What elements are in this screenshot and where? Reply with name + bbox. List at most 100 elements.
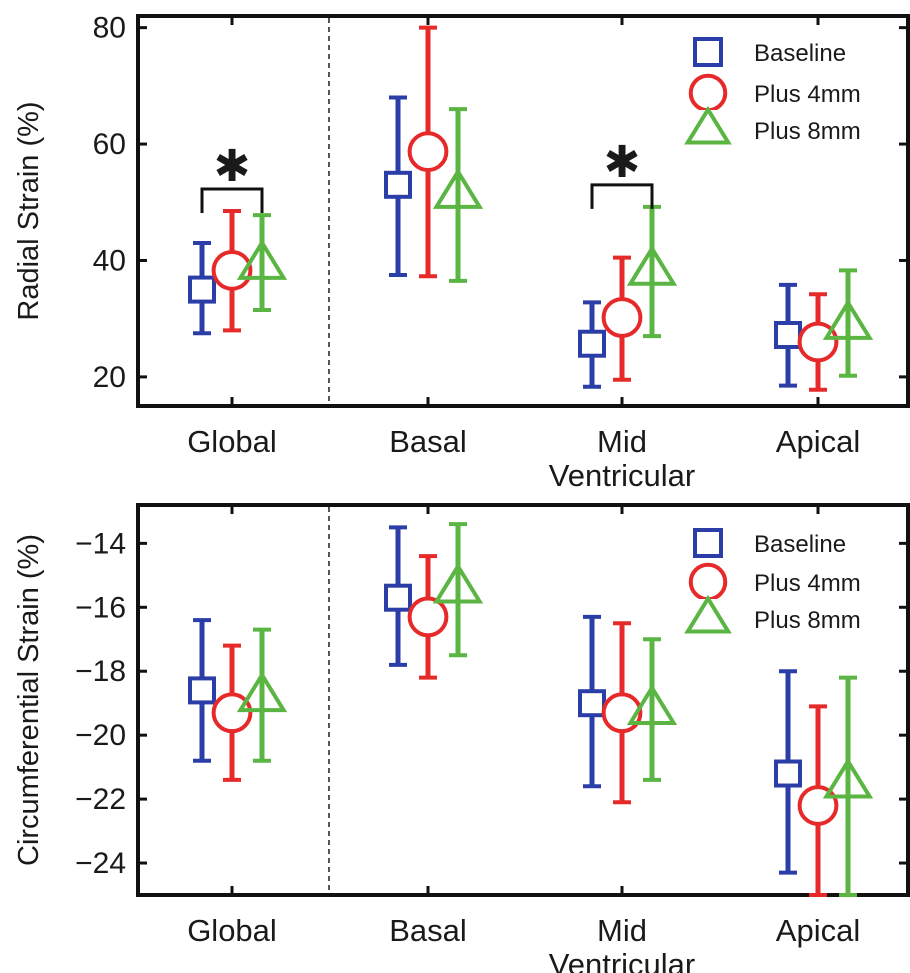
y-tick-label: −18 bbox=[75, 655, 126, 688]
mean-marker bbox=[236, 238, 288, 280]
mean-marker-group bbox=[822, 757, 874, 799]
plot-frame bbox=[136, 14, 910, 408]
mean-marker-group bbox=[626, 244, 678, 286]
marker-fill bbox=[776, 322, 800, 347]
marker-fill bbox=[603, 299, 641, 336]
y-tick-label: 60 bbox=[93, 128, 126, 161]
series-plus-4mm bbox=[211, 25, 839, 392]
mean-marker bbox=[601, 297, 643, 338]
mean-marker-group bbox=[432, 167, 484, 209]
mean-marker-group bbox=[626, 683, 678, 725]
y-tick-label: 20 bbox=[93, 361, 126, 394]
plot-frame bbox=[136, 503, 910, 897]
series-plus-4mm bbox=[211, 554, 839, 897]
mean-marker-group bbox=[407, 131, 449, 173]
legend-label: Plus 4mm bbox=[754, 570, 861, 597]
chart-panel-2: −24 −22 −20 −18 −16 −14 Global Basal MidVentricu… bbox=[13, 503, 910, 973]
x-category-label: Apical bbox=[776, 424, 860, 459]
legend-label: Baseline bbox=[754, 531, 846, 558]
marker-fill bbox=[190, 277, 214, 302]
x-category-label: Mid bbox=[597, 424, 647, 459]
mean-marker bbox=[626, 244, 678, 286]
mean-marker bbox=[432, 167, 484, 209]
marker-fill bbox=[386, 585, 410, 610]
mean-marker bbox=[774, 759, 802, 788]
series-baseline bbox=[188, 95, 802, 389]
mean-marker bbox=[407, 596, 449, 638]
mean-marker-group bbox=[407, 596, 449, 638]
mean-marker-group bbox=[774, 320, 802, 349]
x-category-label: Ventricular bbox=[549, 947, 695, 973]
marker-fill bbox=[580, 331, 604, 356]
mean-marker-group bbox=[578, 329, 606, 358]
legend-marker bbox=[693, 528, 723, 558]
mean-marker bbox=[236, 671, 288, 713]
y-axis-label: Circumferential Strain (%) bbox=[13, 534, 45, 866]
mean-marker bbox=[626, 683, 678, 725]
marker-fill bbox=[776, 761, 800, 786]
mean-marker bbox=[211, 692, 253, 734]
marker-fill bbox=[409, 598, 447, 636]
x-category-label: Apical bbox=[776, 913, 860, 948]
mean-marker-group bbox=[384, 170, 412, 199]
legend-label: Plus 8mm bbox=[754, 607, 861, 634]
x-category-label: Mid bbox=[597, 913, 647, 948]
series-baseline bbox=[188, 525, 802, 875]
marker-fill bbox=[580, 691, 604, 716]
marker-fill bbox=[386, 172, 410, 197]
mean-marker-group bbox=[774, 759, 802, 788]
marker-fill bbox=[409, 133, 447, 171]
mean-marker bbox=[822, 298, 874, 340]
significance-star: ✱ bbox=[604, 138, 641, 187]
marker-fill bbox=[213, 694, 251, 732]
mean-marker-group bbox=[432, 562, 484, 604]
mean-marker-group bbox=[384, 583, 412, 612]
mean-marker bbox=[797, 785, 839, 826]
legend-label: Plus 8mm bbox=[754, 118, 861, 145]
y-tick-label: −24 bbox=[75, 847, 126, 880]
mean-marker-group bbox=[578, 689, 606, 718]
legend: Baseline Plus 4mm Plus 8mm bbox=[684, 523, 861, 639]
y-tick-label: 80 bbox=[93, 12, 126, 45]
y-tick-label: −20 bbox=[75, 719, 126, 752]
mean-marker bbox=[188, 275, 216, 304]
mean-marker-group bbox=[188, 676, 216, 705]
mean-marker bbox=[211, 249, 253, 291]
significance-bracket bbox=[200, 187, 264, 213]
x-category-label: Ventricular bbox=[549, 458, 695, 493]
legend-marker bbox=[684, 105, 732, 145]
mean-marker bbox=[822, 757, 874, 799]
x-category-label: Global bbox=[187, 424, 277, 459]
mean-marker-group bbox=[211, 692, 253, 734]
mean-marker bbox=[384, 170, 412, 199]
mean-marker-group bbox=[188, 275, 216, 304]
legend-marker bbox=[684, 594, 732, 634]
mean-marker bbox=[384, 583, 412, 612]
y-tick-label: −16 bbox=[75, 591, 126, 624]
marker-fill bbox=[190, 678, 214, 703]
mean-marker-group bbox=[822, 298, 874, 340]
x-category-label: Global bbox=[187, 913, 277, 948]
mean-marker-group bbox=[236, 238, 288, 280]
legend: Baseline Plus 4mm Plus 8mm bbox=[684, 32, 861, 150]
significance-bracket bbox=[590, 183, 654, 209]
legend-label: Plus 4mm bbox=[754, 81, 861, 108]
mean-marker bbox=[601, 692, 643, 734]
y-axis-label: Radial Strain (%) bbox=[13, 101, 45, 320]
legend-label: Baseline bbox=[754, 40, 846, 67]
series-plus-8mm bbox=[236, 522, 874, 897]
mean-marker-group bbox=[236, 671, 288, 713]
mean-marker-group bbox=[601, 297, 643, 338]
y-tick-label: 40 bbox=[93, 244, 126, 277]
mean-marker bbox=[432, 562, 484, 604]
significance-star: ✱ bbox=[214, 142, 251, 191]
series-plus-8mm bbox=[236, 107, 874, 378]
mean-marker bbox=[797, 321, 839, 363]
y-tick-label: −14 bbox=[75, 527, 126, 560]
x-category-label: Basal bbox=[389, 424, 467, 459]
legend-marker bbox=[693, 37, 723, 67]
mean-marker bbox=[407, 131, 449, 173]
y-tick-label: −22 bbox=[75, 783, 126, 816]
